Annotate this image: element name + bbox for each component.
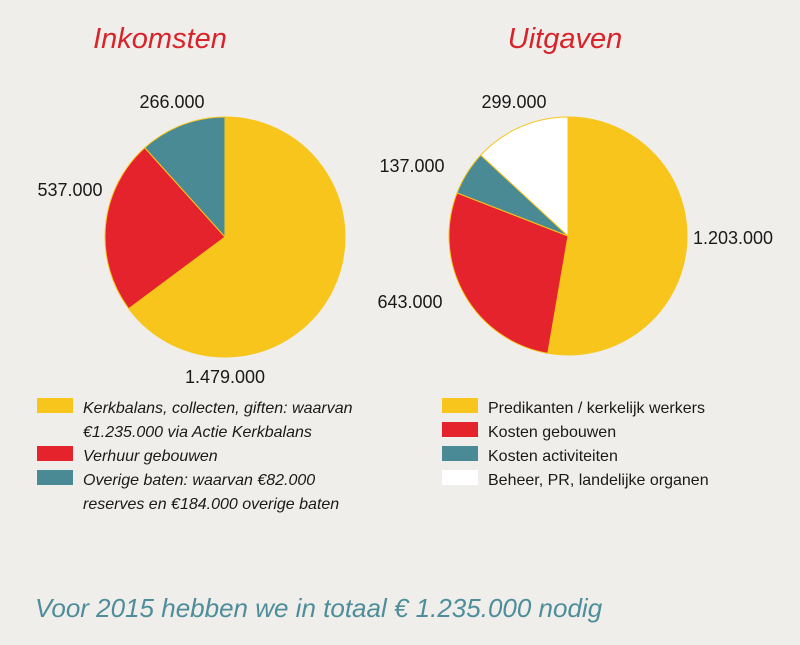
legend-swatch-uitgaven-1 xyxy=(442,398,478,413)
legend-inkomsten: Kerkbalans, collecten, giften: waarvan €1… xyxy=(37,398,353,513)
legend-uitgaven: Predikanten / kerkelijk werkers Kosten ge… xyxy=(442,398,709,489)
legend-label-inkomsten-1: Kerkbalans, collecten, giften: waarvan xyxy=(83,400,353,417)
pie-slice-uitgaven-kosten-gebouwen xyxy=(448,192,569,354)
slice-value-label-uitgaven-4: 299.000 xyxy=(481,92,546,112)
slice-value-label-inkomsten-1: 1.479.000 xyxy=(185,367,265,387)
legend-label-inkomsten-2: Verhuur gebouwen xyxy=(83,448,218,465)
legend-swatch-inkomsten-3 xyxy=(37,470,73,485)
slice-value-label-uitgaven-3: 137.000 xyxy=(379,156,444,176)
slice-value-label-inkomsten-3: 266.000 xyxy=(139,92,204,112)
pie-slice-inkomsten-kerkbalans-collecten-giften xyxy=(128,116,346,358)
legend-swatch-uitgaven-4 xyxy=(442,470,478,485)
footer-text: Voor 2015 hebben we in totaal € 1.235.00… xyxy=(35,593,603,623)
slice-value-label-inkomsten-2: 537.000 xyxy=(37,180,102,200)
pie-slice-uitgaven-predikanten-kerkelijk-werkers xyxy=(547,116,688,356)
legend-swatch-uitgaven-2 xyxy=(442,422,478,437)
pie-slice-inkomsten-overige-baten xyxy=(144,116,226,239)
legend-label-inkomsten-1: €1.235.000 via Actie Kerkbalans xyxy=(83,424,312,441)
legend-label-uitgaven-2: Kosten gebouwen xyxy=(488,424,616,441)
pie-uitgaven: 1.203.000 643.000 137.000 299.000 xyxy=(377,92,773,356)
slice-value-label-uitgaven-2: 643.000 xyxy=(377,292,442,312)
legend-label-uitgaven-1: Predikanten / kerkelijk werkers xyxy=(488,400,705,417)
legend-label-uitgaven-4: Beheer, PR, landelijke organen xyxy=(488,472,709,489)
legend-label-inkomsten-3: Overige baten: waarvan €82.000 xyxy=(83,472,315,489)
pie-slice-uitgaven-beheer-pr-landelijke-organen xyxy=(480,116,569,238)
chart-title-inkomsten: Inkomsten xyxy=(93,23,227,55)
legend-swatch-uitgaven-3 xyxy=(442,446,478,461)
chart-title-uitgaven: Uitgaven xyxy=(508,23,622,55)
legend-label-uitgaven-3: Kosten activiteiten xyxy=(488,448,618,465)
pie-inkomsten: 1.479.000 537.000 266.000 xyxy=(37,92,346,387)
legend-swatch-inkomsten-1 xyxy=(37,398,73,413)
slice-value-label-uitgaven-1: 1.203.000 xyxy=(693,228,773,248)
legend-swatch-inkomsten-2 xyxy=(37,446,73,461)
pie-slice-inkomsten-verhuur-gebouwen xyxy=(104,147,226,310)
legend-label-inkomsten-3: reserves en €184.000 overige baten xyxy=(83,496,339,513)
